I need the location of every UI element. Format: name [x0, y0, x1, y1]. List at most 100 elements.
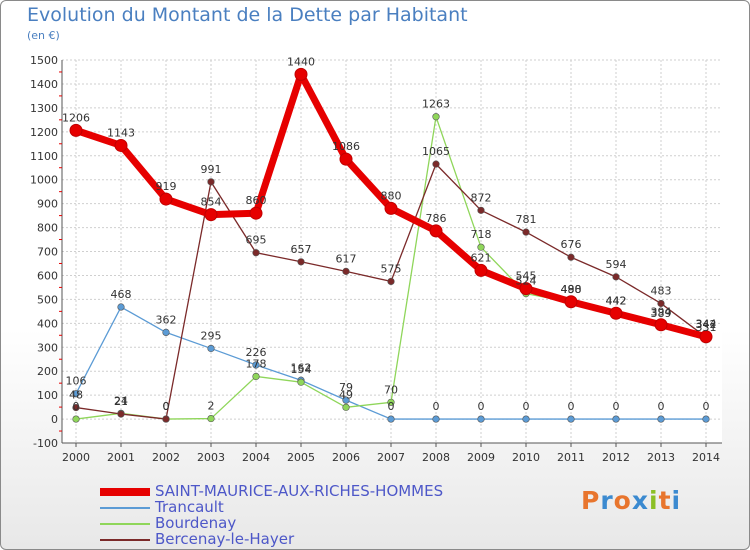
- data-point: [474, 263, 488, 277]
- data-label: 919: [156, 180, 177, 193]
- data-label: 24: [114, 394, 128, 407]
- y-tick-label: 700: [37, 246, 58, 259]
- y-tick-label: 500: [37, 293, 58, 306]
- x-tick-label: 2006: [332, 451, 360, 464]
- legend-label: Bourdenay: [155, 514, 237, 532]
- data-label: 524: [516, 275, 537, 288]
- y-tick-label: 0: [51, 413, 58, 426]
- data-label: 0: [613, 400, 620, 413]
- data-label: 295: [201, 329, 222, 342]
- data-label: 860: [246, 194, 267, 207]
- x-tick-label: 2010: [512, 451, 540, 464]
- data-point: [384, 201, 398, 215]
- data-point: [387, 415, 395, 423]
- data-label: 991: [201, 163, 222, 176]
- data-point: [612, 273, 620, 281]
- data-point: [162, 328, 170, 337]
- data-point: [567, 253, 575, 261]
- data-label: 0: [388, 400, 395, 413]
- x-tick-label: 2014: [692, 451, 720, 464]
- data-point: [432, 113, 440, 121]
- data-point: [564, 295, 578, 309]
- data-label: 0: [478, 400, 485, 413]
- data-point: [387, 277, 395, 286]
- data-label: 70: [384, 383, 398, 396]
- data-label: 362: [156, 313, 177, 326]
- data-label: 657: [291, 243, 312, 256]
- legend-swatch: [100, 523, 150, 525]
- data-point: [72, 415, 80, 423]
- x-tick-label: 2008: [422, 451, 450, 464]
- data-label: 342: [696, 318, 717, 331]
- legend-item: Bourdenay: [100, 514, 500, 532]
- data-label: 872: [471, 191, 492, 204]
- data-point: [702, 415, 710, 423]
- data-point: [432, 415, 440, 423]
- legend-swatch: [100, 488, 150, 496]
- data-point: [207, 414, 215, 423]
- data-point: [342, 403, 350, 411]
- chart-title: Evolution du Montant de la Dette par Hab…: [27, 4, 468, 26]
- y-tick-label: 200: [37, 365, 58, 378]
- legend-swatch: [100, 507, 150, 509]
- data-point: [204, 208, 218, 222]
- y-tick-label: 900: [37, 198, 58, 211]
- x-tick-label: 2005: [287, 451, 315, 464]
- y-tick-label: 1200: [30, 126, 58, 139]
- y-tick-label: 1100: [30, 150, 58, 163]
- data-point: [117, 410, 125, 418]
- data-label: 545: [516, 270, 537, 283]
- data-label: 331: [696, 321, 717, 334]
- data-label: 786: [426, 212, 447, 225]
- data-label: 0: [523, 400, 530, 413]
- data-label: 442: [606, 294, 627, 307]
- x-tick-label: 2011: [557, 451, 585, 464]
- data-point: [477, 243, 485, 251]
- data-label: 48: [69, 389, 83, 402]
- data-point: [297, 258, 305, 266]
- data-point: [432, 160, 440, 168]
- y-tick-label: 800: [37, 222, 58, 235]
- data-point: [72, 403, 80, 412]
- data-point: [699, 330, 713, 344]
- data-point: [114, 138, 128, 152]
- data-point: [342, 396, 350, 404]
- data-point: [339, 152, 353, 166]
- data-label: 0: [433, 400, 440, 413]
- data-label: 483: [651, 284, 672, 297]
- x-tick-label: 2001: [107, 451, 135, 464]
- legend-label: SAINT-MAURICE-AUX-RICHES-HOMMES: [155, 482, 444, 500]
- data-label: 1143: [107, 126, 135, 139]
- data-point: [477, 206, 485, 214]
- x-tick-label: 2003: [197, 451, 225, 464]
- data-label: 389: [651, 307, 672, 320]
- data-label: 594: [606, 258, 627, 271]
- data-label: 154: [291, 363, 312, 376]
- data-point: [522, 415, 530, 423]
- data-point: [522, 228, 530, 236]
- data-label: 0: [163, 400, 170, 413]
- data-point: [519, 282, 533, 296]
- data-label: 49: [339, 388, 353, 401]
- data-label: 718: [471, 228, 492, 241]
- data-point: [159, 192, 173, 206]
- data-label: 0: [568, 400, 575, 413]
- data-label: 2: [208, 400, 215, 413]
- data-label: 1086: [332, 140, 360, 153]
- data-point: [72, 390, 80, 398]
- data-point: [657, 415, 665, 423]
- data-label: 490: [561, 283, 582, 296]
- data-point: [252, 361, 260, 369]
- x-tick-label: 2002: [152, 451, 180, 464]
- y-tick-label: 600: [37, 269, 58, 282]
- data-point: [117, 303, 125, 311]
- legend-item: SAINT-MAURICE-AUX-RICHES-HOMMES: [100, 482, 500, 500]
- data-point: [609, 306, 623, 320]
- data-label: 468: [111, 288, 132, 301]
- data-label: 621: [471, 251, 492, 264]
- x-tick-label: 2009: [467, 451, 495, 464]
- x-tick-label: 2013: [647, 451, 675, 464]
- data-label: 1440: [287, 55, 315, 68]
- legend-item: Trancault: [100, 498, 500, 516]
